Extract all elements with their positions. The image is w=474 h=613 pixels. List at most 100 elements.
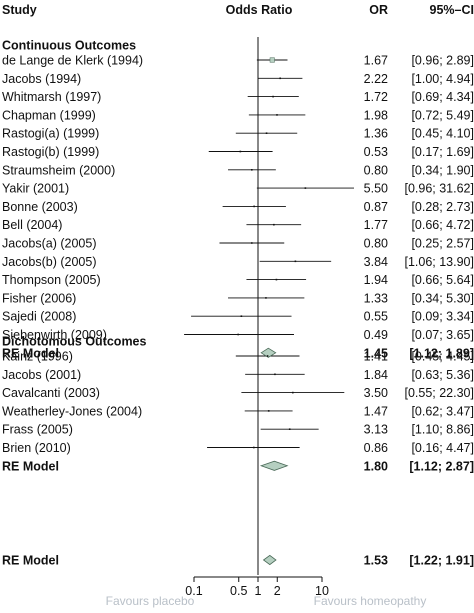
- ci-value: [0.96; 2.89]: [411, 54, 474, 68]
- header-study: Study: [2, 3, 37, 17]
- study-label: Weatherley-Jones (2004): [2, 404, 142, 418]
- study-label: Bonne (2003): [2, 200, 78, 214]
- header-or: OR: [369, 3, 388, 17]
- summary-label: RE Model: [2, 554, 59, 568]
- study-label: Brien (2010): [2, 441, 71, 455]
- point-estimate: [269, 57, 275, 63]
- group-title: Continuous Outcomes: [2, 39, 136, 53]
- summary-or-value: 1.53: [364, 554, 388, 568]
- ci-value: [0.28; 2.73]: [411, 200, 474, 214]
- or-value: 1.33: [364, 291, 388, 305]
- point-estimate: [276, 114, 278, 116]
- or-value: 1.98: [364, 108, 388, 122]
- ci-value: [0.17; 1.69]: [411, 145, 474, 159]
- ci-value: [0.16; 4.47]: [411, 441, 474, 455]
- or-value: 3.84: [364, 255, 388, 269]
- point-estimate: [292, 391, 294, 394]
- or-value: 5.50: [364, 182, 388, 196]
- favours-homeopathy-label: Favours homeopathy: [314, 594, 427, 608]
- header-odds-ratio: Odds Ratio: [226, 3, 293, 17]
- x-tick-label: 1: [255, 584, 262, 598]
- summary-label: RE Model: [2, 346, 59, 360]
- point-estimate: [275, 278, 278, 281]
- point-estimate: [240, 315, 243, 317]
- x-axis: 0.1 0.5 1 2 10: [185, 576, 329, 598]
- point-estimate: [273, 223, 275, 226]
- ci-value: [1.00; 4.94]: [411, 72, 474, 86]
- study-label: Sajedi (2008): [2, 310, 76, 324]
- header-ci: 95%–CI: [430, 3, 474, 17]
- x-tick-label: 0.5: [230, 584, 247, 598]
- summary-diamond: [262, 554, 277, 566]
- study-label: Jacobs (1994): [2, 72, 81, 86]
- summary-ci-value: [1.12; 1.89]: [409, 346, 474, 360]
- ci-value: [1.06; 13.90]: [404, 255, 474, 269]
- ci-value: [0.66; 4.72]: [411, 218, 474, 232]
- plot-marks: [237, 57, 307, 566]
- x-tick-label: 2: [274, 584, 281, 598]
- study-label: Kainz (1996): [2, 350, 73, 364]
- point-estimate: [288, 428, 291, 430]
- ci-value: [0.72; 5.49]: [411, 108, 474, 122]
- point-estimate: [272, 95, 274, 98]
- point-estimate: [294, 260, 297, 263]
- ci-value: [0.69; 4.34]: [411, 90, 474, 104]
- ci-value: [0.62; 3.47]: [411, 404, 474, 418]
- ci-value: [0.45; 4.10]: [411, 127, 474, 141]
- summary-ci-value: [1.22; 1.91]: [409, 554, 474, 568]
- study-label: Siebenwirth (2009): [2, 328, 107, 342]
- or-value: 0.86: [364, 441, 388, 455]
- point-estimate: [265, 297, 267, 299]
- or-value: 0.49: [364, 328, 388, 342]
- study-label: Whitmarsh (1997): [2, 90, 101, 104]
- summary-label: RE Model: [2, 459, 59, 473]
- summary-diamond: [260, 347, 277, 358]
- point-estimate: [279, 77, 281, 80]
- point-estimate: [304, 187, 307, 189]
- or-value: 0.80: [364, 237, 388, 251]
- ci-value: [1.10; 8.86]: [411, 423, 474, 437]
- point-estimate: [266, 355, 269, 357]
- x-tick-label: 10: [315, 584, 329, 598]
- ci-value: [0.45; 4.45]: [411, 350, 474, 364]
- point-estimate: [250, 242, 253, 244]
- or-value: 1.67: [364, 54, 388, 68]
- ci-value: [0.66; 5.64]: [411, 273, 474, 287]
- study-label: Rastogi(b) (1999): [2, 145, 99, 159]
- ci-value: [0.63; 5.36]: [411, 368, 474, 382]
- study-label: Thompson (2005): [2, 273, 101, 287]
- ci-value: [0.55; 22.30]: [404, 386, 474, 400]
- ci-value: [0.07; 3.65]: [411, 328, 474, 342]
- point-estimate: [265, 132, 268, 134]
- summary-diamond: [259, 460, 289, 471]
- or-value: 0.80: [364, 163, 388, 177]
- x-tick-label: 0.1: [185, 584, 202, 598]
- ci-value: [0.09; 3.34]: [411, 310, 474, 324]
- or-value: 1.72: [364, 90, 388, 104]
- summary-or-value: 1.45: [364, 346, 388, 360]
- point-estimate: [253, 205, 255, 208]
- point-estimate: [274, 373, 276, 376]
- ci-value: [0.34; 1.90]: [411, 163, 474, 177]
- point-estimate: [237, 333, 239, 336]
- study-label: Chapman (1999): [2, 108, 96, 122]
- study-label: Rastogi(a) (1999): [2, 127, 99, 141]
- ci-value: [0.34; 5.30]: [411, 291, 474, 305]
- ci-value: [0.25; 2.57]: [411, 237, 474, 251]
- study-label: Yakir (2001): [2, 182, 69, 196]
- favours-placebo-label: Favours placebo: [106, 594, 195, 608]
- point-estimate: [253, 446, 255, 449]
- or-value: 3.50: [364, 386, 388, 400]
- point-estimate: [250, 169, 253, 171]
- study-label: de Lange de Klerk (1994): [2, 54, 143, 68]
- point-estimate: [239, 150, 242, 153]
- or-value: 1.94: [364, 273, 388, 287]
- study-label: Cavalcanti (2003): [2, 386, 100, 400]
- study-label: Fisher (2006): [2, 291, 76, 305]
- study-label: Jacobs(b) (2005): [2, 255, 97, 269]
- point-estimate: [267, 410, 270, 412]
- plot-lines: [184, 37, 354, 575]
- group-title: Dichotomous Outcomes: [2, 335, 147, 349]
